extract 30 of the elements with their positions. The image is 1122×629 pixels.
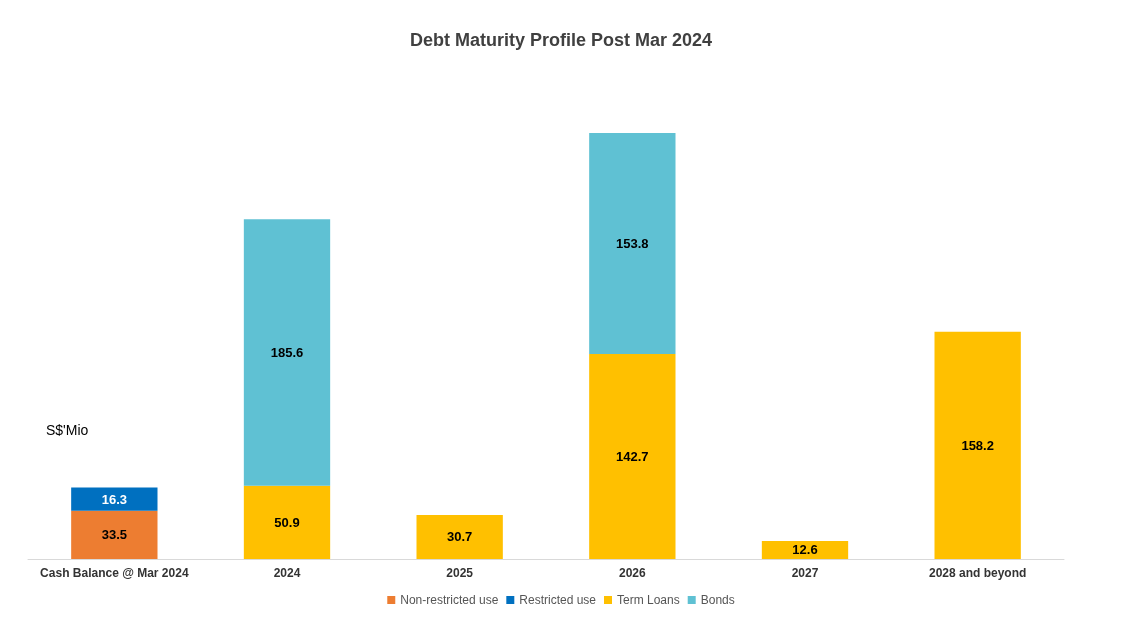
- legend-label: Restricted use: [519, 593, 597, 607]
- legend-label: Non-restricted use: [400, 593, 499, 607]
- bar: [243, 485, 331, 559]
- data-label: 33.5: [101, 527, 127, 543]
- bar: [589, 353, 676, 559]
- bar: [416, 514, 503, 559]
- data-label: 158.2: [961, 437, 994, 453]
- data-label: 50.9: [274, 514, 300, 530]
- x-tick-label: 2028 and beyond: [928, 566, 1027, 580]
- x-tick-label: 2027: [791, 566, 819, 580]
- bar: [761, 540, 849, 559]
- data-label: 12.6: [792, 542, 818, 558]
- data-label: 142.7: [616, 448, 649, 464]
- bar: [934, 331, 1021, 559]
- bar: [589, 133, 676, 354]
- bar: [71, 487, 158, 511]
- y-axis-title: S$'Mio: [46, 422, 89, 438]
- bar: [243, 219, 331, 486]
- x-tick-label: 2026: [618, 566, 646, 580]
- bar: [71, 510, 158, 559]
- x-tick-label: 2025: [446, 566, 474, 580]
- chart-title: Debt Maturity Profile Post Mar 2024: [409, 30, 713, 50]
- data-label: 185.6: [270, 345, 304, 361]
- data-label: 16.3: [101, 491, 127, 507]
- legend-label: Bonds: [700, 593, 735, 607]
- legend-label: Term Loans: [617, 593, 680, 607]
- data-label: 153.8: [616, 236, 649, 252]
- x-tick-label: Cash Balance @ Mar 2024: [40, 566, 189, 580]
- data-label: 30.7: [447, 529, 473, 545]
- x-tick-label: 2024: [273, 566, 301, 580]
